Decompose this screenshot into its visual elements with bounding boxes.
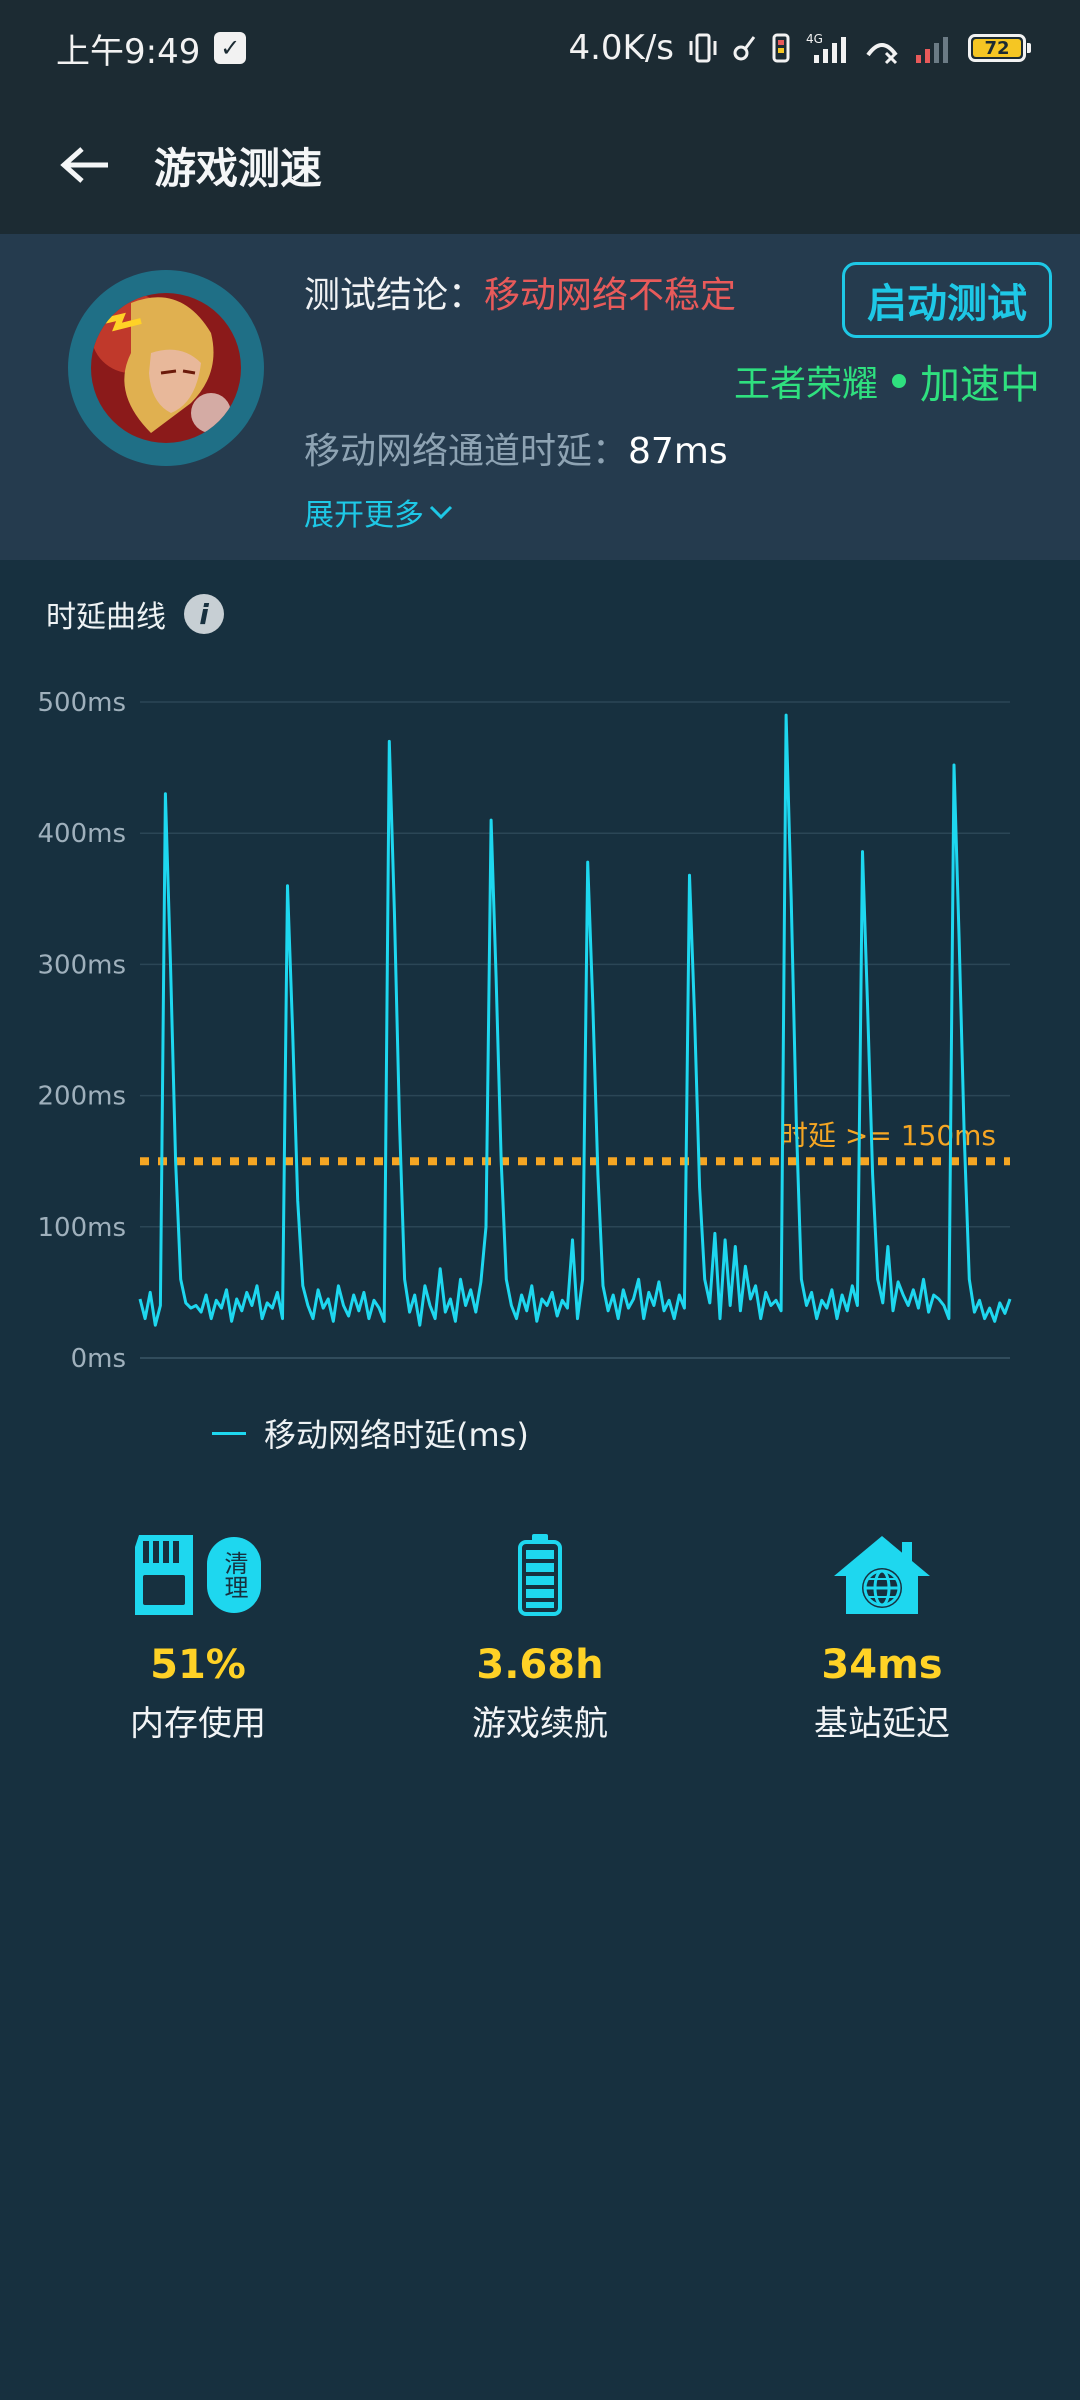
home-globe-icon [834, 1536, 930, 1614]
latency-value: 87ms [628, 431, 728, 472]
y-tick-label: 0ms [71, 1344, 126, 1374]
clean-label: 清理 [220, 1551, 248, 1599]
conclusion-label: 测试结论： [304, 275, 485, 316]
clock: 上午9:49 [56, 31, 201, 72]
latency-chart: 0ms 100ms 200ms 300ms 400ms 500ms 时延 >= 150ms [38, 688, 1012, 1374]
battery-icon-wrap [390, 1530, 690, 1620]
station-label: 基站延迟 [814, 1704, 950, 1744]
channel-latency: 移动网络通道时延：87ms [304, 422, 728, 474]
stats-row: 清理 51% 内存使用 3.68h 游戏续航 [0, 1530, 1080, 1750]
sim-icon [772, 31, 790, 65]
chart-title-text: 时延曲线 [46, 600, 166, 635]
station-value: 34ms [821, 1642, 943, 1688]
call-icon [864, 31, 900, 65]
key-icon [732, 31, 758, 65]
battery-value: 3.68h [476, 1642, 604, 1688]
y-tick-label: 200ms [38, 1082, 127, 1112]
latency-label: 移动网络通道时延： [304, 431, 629, 472]
conclusion-value: 移动网络不稳定 [484, 275, 737, 316]
status-right: 4.0K/s 4G 72 [568, 28, 1031, 68]
series-line [138, 713, 1012, 1327]
y-tick-label: 300ms [38, 950, 127, 980]
status-bar: 上午9:49 ✓ 4.0K/s 4G 72 [0, 0, 1080, 96]
info-icon[interactable]: i [184, 594, 224, 634]
net-speed: 4.0K/s [568, 28, 674, 68]
signal-4g-icon: 4G [804, 31, 850, 65]
stat-battery: 3.68h 游戏续航 [390, 1530, 690, 1745]
test-conclusion: 测试结论：移动网络不稳定 [304, 266, 736, 318]
game-accel-status: 王者荣耀 加速中 [734, 352, 1040, 410]
memory-value: 51% [150, 1642, 246, 1688]
memory-label: 内存使用 [130, 1704, 266, 1744]
test-summary-card: 测试结论：移动网络不稳定 启动测试 王者荣耀 加速中 移动网络通道时延：87ms… [0, 234, 1080, 560]
battery-label: 游戏续航 [472, 1704, 608, 1744]
chart-title: 时延曲线 i [46, 592, 224, 636]
threshold-label: 时延 >= 150ms [780, 1119, 996, 1152]
clean-button[interactable]: 清理 [207, 1537, 261, 1613]
app-bar: 游戏测速 [0, 96, 1080, 234]
status-dot [892, 374, 906, 388]
game-avatar [91, 293, 241, 443]
vibrate-icon [688, 31, 718, 65]
chevron-down-icon [429, 505, 453, 520]
page-title: 游戏测速 [154, 143, 323, 193]
battery-level: 72 [973, 38, 1021, 59]
y-tick-label: 500ms [38, 688, 127, 718]
signal-weak-icon [914, 31, 954, 65]
stat-base-station: 34ms 基站延迟 [732, 1530, 1032, 1745]
status-left: 上午9:49 ✓ [56, 24, 247, 73]
battery-indicator: 72 [968, 34, 1031, 62]
stat-memory: 清理 51% 内存使用 [48, 1530, 348, 1745]
y-tick-label: 400ms [38, 819, 127, 849]
legend-swatch [212, 1431, 246, 1435]
chart-legend: 移动网络时延(ms) [212, 1410, 529, 1456]
sd-card-icon [135, 1535, 193, 1615]
battery-icon [518, 1534, 562, 1616]
expand-label: 展开更多 [304, 498, 424, 533]
legend-label: 移动网络时延(ms) [264, 1416, 529, 1454]
accel-status: 加速中 [920, 362, 1040, 408]
memory-icon-wrap: 清理 [48, 1530, 348, 1620]
game-name: 王者荣耀 [733, 364, 878, 405]
y-tick-label: 100ms [38, 1213, 127, 1243]
svg-text:4G: 4G [806, 32, 823, 46]
start-test-button[interactable]: 启动测试 [842, 262, 1052, 338]
notification-check-icon: ✓ [214, 32, 247, 64]
station-icon-wrap [732, 1530, 1032, 1620]
arrow-left-icon [60, 147, 108, 183]
game-avatar-ring [68, 270, 264, 466]
expand-more-link[interactable]: 展开更多 [304, 490, 454, 534]
back-button[interactable] [36, 115, 136, 215]
